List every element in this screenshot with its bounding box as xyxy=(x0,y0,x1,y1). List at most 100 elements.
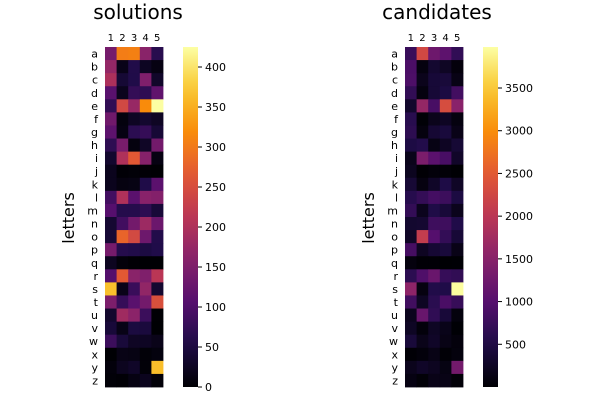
candidates-cell-d-1 xyxy=(405,86,417,100)
candidates-cell-v-5 xyxy=(451,321,464,336)
candidates-cell-h-3 xyxy=(428,138,441,153)
candidates-row-tick: h xyxy=(391,139,398,152)
candidates-cell-r-1 xyxy=(405,269,417,283)
solutions-cell-u-2 xyxy=(116,308,129,323)
solutions-cell-h-4 xyxy=(139,138,152,153)
solutions-cell-s-4 xyxy=(139,282,152,296)
candidates-row-tick: b xyxy=(391,61,398,74)
solutions-cell-w-3 xyxy=(128,334,141,349)
candidates-colorbar-tick-label: 2000 xyxy=(505,210,533,223)
candidates-cell-k-5 xyxy=(451,177,464,192)
solutions-cell-a-2 xyxy=(116,47,129,61)
candidates-col-tick: 2 xyxy=(419,33,425,44)
candidates-cell-d-2 xyxy=(416,86,429,100)
solutions-cell-u-1 xyxy=(105,308,117,323)
candidates-cell-p-4 xyxy=(439,243,452,257)
solutions-row-tick: t xyxy=(94,296,99,309)
solutions-cell-y-5 xyxy=(151,360,164,375)
candidates-cell-s-1 xyxy=(405,282,417,296)
solutions-col-tick: 4 xyxy=(142,33,148,44)
solutions-cell-l-5 xyxy=(151,190,164,205)
candidates-colorbar-tick-label: 3000 xyxy=(505,125,533,138)
solutions-row-tick: j xyxy=(94,165,98,178)
candidates-cell-c-3 xyxy=(428,73,441,87)
solutions-cell-r-3 xyxy=(128,269,141,283)
solutions-row-tick: p xyxy=(91,244,98,257)
solutions-cell-a-1 xyxy=(105,47,117,61)
candidates-cell-q-5 xyxy=(451,256,464,270)
solutions-cell-a-3 xyxy=(128,47,141,61)
solutions-cell-g-3 xyxy=(128,125,141,139)
solutions-cell-c-4 xyxy=(139,73,152,87)
solutions-cell-e-4 xyxy=(139,99,152,113)
solutions-colorbar-tick-label: 150 xyxy=(205,261,226,274)
candidates-cell-c-4 xyxy=(439,73,452,87)
solutions-cell-c-1 xyxy=(105,73,117,87)
solutions-row-tick: x xyxy=(91,348,98,361)
candidates-cell-n-1 xyxy=(405,217,417,231)
candidates-cell-t-4 xyxy=(439,295,452,309)
candidates-cell-k-4 xyxy=(439,177,452,192)
candidates-cell-y-4 xyxy=(439,360,452,375)
candidates-cell-f-1 xyxy=(405,112,417,126)
candidates-cell-o-2 xyxy=(416,230,429,244)
solutions-cell-a-5 xyxy=(151,47,164,61)
candidates-cell-v-4 xyxy=(439,321,452,336)
solutions-cell-p-3 xyxy=(128,243,141,257)
candidates-cell-h-1 xyxy=(405,138,417,153)
solutions-row-tick: s xyxy=(92,283,98,296)
candidates-cell-u-5 xyxy=(451,308,464,323)
candidates-cell-n-3 xyxy=(428,217,441,231)
solutions-cell-b-5 xyxy=(151,60,164,74)
candidates-cell-m-5 xyxy=(451,203,464,218)
solutions-colorbar-tick-label: 100 xyxy=(205,301,226,314)
candidates-cell-s-4 xyxy=(439,282,452,296)
solutions-cell-b-3 xyxy=(128,60,141,74)
candidates-cell-g-1 xyxy=(405,125,417,139)
solutions-cell-j-1 xyxy=(105,164,117,179)
solutions-row-tick: n xyxy=(91,218,98,231)
solutions-cell-p-1 xyxy=(105,243,117,257)
candidates-cell-i-2 xyxy=(416,151,429,166)
solutions-cell-n-1 xyxy=(105,217,117,231)
candidates-cell-r-3 xyxy=(428,269,441,283)
candidates-cell-w-2 xyxy=(416,334,429,349)
solutions-col-tick: 2 xyxy=(119,33,125,44)
solutions-colorbar-tick-label: 50 xyxy=(205,341,219,354)
solutions-cell-k-1 xyxy=(105,177,117,192)
solutions-col-tick: 3 xyxy=(131,33,137,44)
solutions-cell-w-4 xyxy=(139,334,152,349)
solutions-cell-k-5 xyxy=(151,177,164,192)
candidates-cell-p-5 xyxy=(451,243,464,257)
candidates-cell-b-2 xyxy=(416,60,429,74)
solutions-cell-d-4 xyxy=(139,86,152,100)
solutions-cell-c-3 xyxy=(128,73,141,87)
solutions-colorbar-tick-label: 300 xyxy=(205,141,226,154)
candidates-row-tick: v xyxy=(391,322,398,335)
solutions-cell-m-4 xyxy=(139,203,152,218)
candidates-cell-l-3 xyxy=(428,190,441,205)
solutions-cell-g-4 xyxy=(139,125,152,139)
solutions-cell-y-2 xyxy=(116,360,129,375)
candidates-cell-x-3 xyxy=(428,347,441,362)
solutions-cell-h-2 xyxy=(116,138,129,153)
solutions-cell-m-1 xyxy=(105,203,117,218)
candidates-cell-o-5 xyxy=(451,230,464,244)
candidates-cell-f-4 xyxy=(439,112,452,126)
solutions-cell-t-2 xyxy=(116,295,129,309)
candidates-cell-z-5 xyxy=(451,373,464,388)
solutions-cell-v-4 xyxy=(139,321,152,336)
candidates-cell-u-3 xyxy=(428,308,441,323)
candidates-col-tick: 4 xyxy=(442,33,448,44)
solutions-cell-s-3 xyxy=(128,282,141,296)
solutions-cell-d-1 xyxy=(105,86,117,100)
solutions-cell-q-2 xyxy=(116,256,129,270)
candidates-cell-r-2 xyxy=(416,269,429,283)
candidates-cell-z-1 xyxy=(405,373,417,388)
candidates-cell-d-4 xyxy=(439,86,452,100)
solutions-col-tick: 1 xyxy=(108,33,114,44)
solutions-cell-d-3 xyxy=(128,86,141,100)
candidates-cell-d-3 xyxy=(428,86,441,100)
solutions-cell-t-3 xyxy=(128,295,141,309)
